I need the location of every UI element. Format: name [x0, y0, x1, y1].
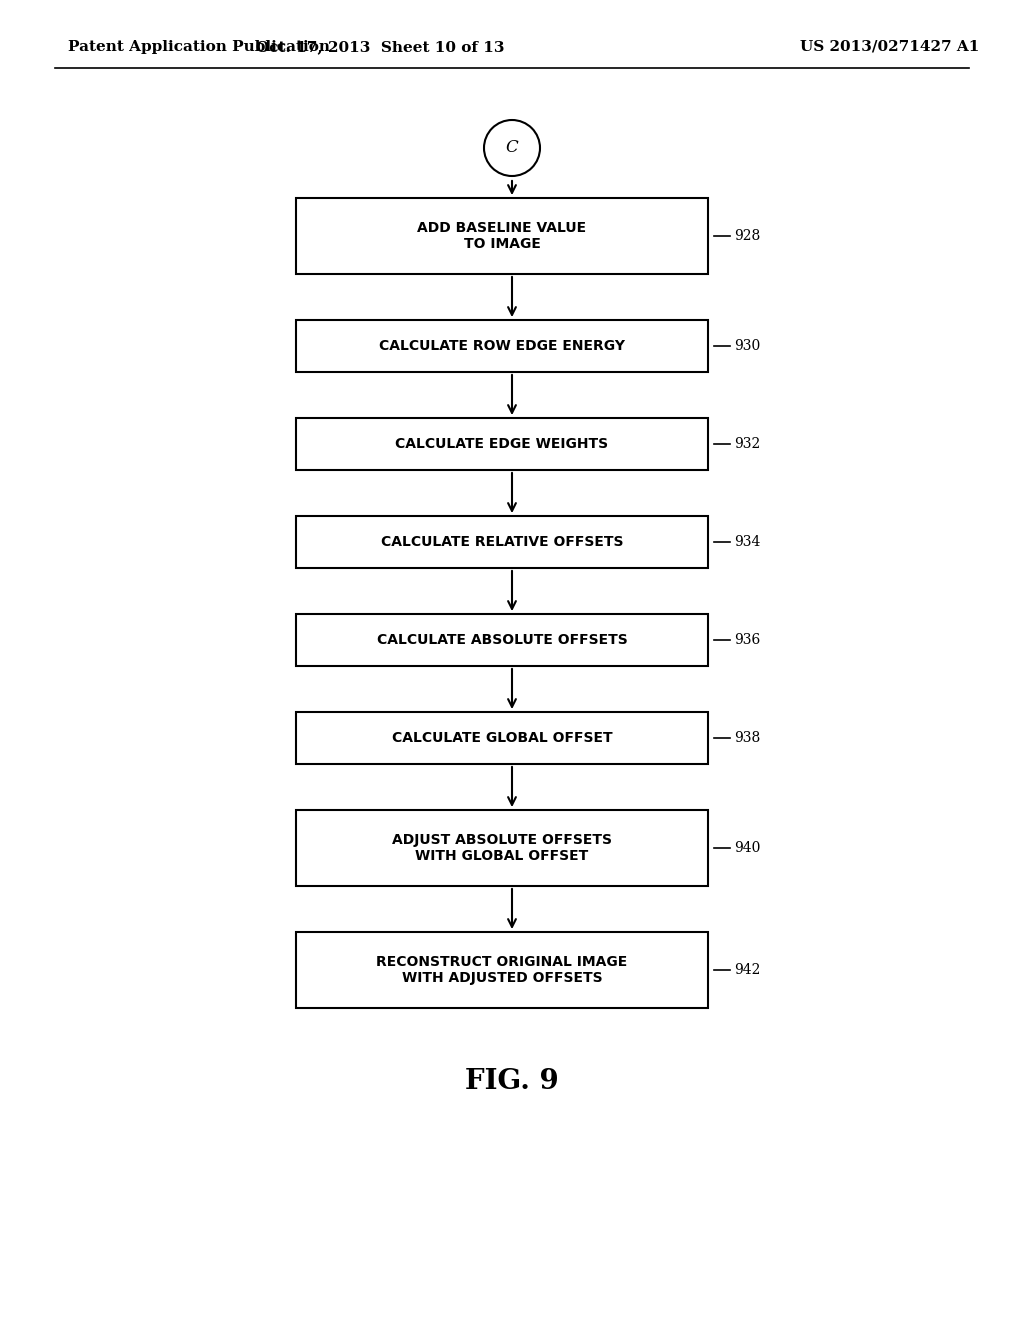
Text: CALCULATE RELATIVE OFFSETS: CALCULATE RELATIVE OFFSETS — [381, 535, 624, 549]
Text: 932: 932 — [734, 437, 760, 451]
Text: CALCULATE GLOBAL OFFSET: CALCULATE GLOBAL OFFSET — [392, 731, 612, 744]
Text: C: C — [506, 140, 518, 157]
Text: ADD BASELINE VALUE
TO IMAGE: ADD BASELINE VALUE TO IMAGE — [418, 220, 587, 251]
Text: 942: 942 — [734, 964, 761, 977]
Text: 928: 928 — [734, 228, 760, 243]
Text: 940: 940 — [734, 841, 761, 855]
Bar — [296, 198, 708, 275]
Text: CALCULATE ABSOLUTE OFFSETS: CALCULATE ABSOLUTE OFFSETS — [377, 634, 628, 647]
Text: 936: 936 — [734, 634, 760, 647]
Text: 934: 934 — [734, 535, 761, 549]
Bar — [296, 614, 708, 667]
Text: CALCULATE EDGE WEIGHTS: CALCULATE EDGE WEIGHTS — [395, 437, 608, 451]
Text: Oct. 17, 2013  Sheet 10 of 13: Oct. 17, 2013 Sheet 10 of 13 — [256, 40, 504, 54]
Text: US 2013/0271427 A1: US 2013/0271427 A1 — [800, 40, 979, 54]
Text: Patent Application Publication: Patent Application Publication — [68, 40, 330, 54]
Bar — [296, 418, 708, 470]
Bar — [296, 516, 708, 568]
Text: FIG. 9: FIG. 9 — [465, 1068, 559, 1096]
Bar — [296, 932, 708, 1008]
Bar — [296, 810, 708, 886]
Bar — [296, 711, 708, 764]
Text: 930: 930 — [734, 339, 760, 352]
Bar — [296, 319, 708, 372]
Text: RECONSTRUCT ORIGINAL IMAGE
WITH ADJUSTED OFFSETS: RECONSTRUCT ORIGINAL IMAGE WITH ADJUSTED… — [377, 954, 628, 985]
Text: CALCULATE ROW EDGE ENERGY: CALCULATE ROW EDGE ENERGY — [379, 339, 625, 352]
Text: ADJUST ABSOLUTE OFFSETS
WITH GLOBAL OFFSET: ADJUST ABSOLUTE OFFSETS WITH GLOBAL OFFS… — [392, 833, 612, 863]
Text: 938: 938 — [734, 731, 760, 744]
